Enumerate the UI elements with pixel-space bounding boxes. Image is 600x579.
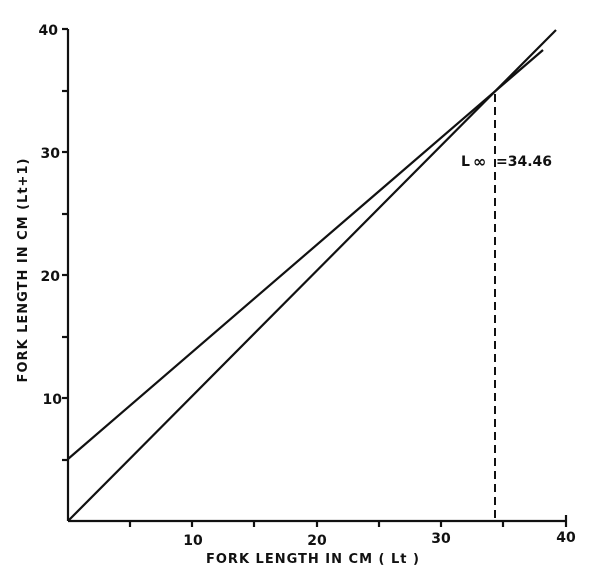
x-axis-title: FORK LENGTH IN CM ( Lt ): [206, 552, 420, 567]
diagonal-line: [67, 29, 557, 522]
x-tick-40: 40: [556, 530, 576, 546]
y-tick-20: 20: [41, 269, 61, 285]
y-tick-40: 40: [39, 23, 59, 39]
x-tick-20: 20: [307, 533, 327, 549]
axes: [62, 27, 568, 527]
y-tick-30: 30: [41, 146, 61, 162]
x-tick-10: 10: [183, 533, 203, 549]
y-tick-10: 10: [43, 392, 63, 408]
walford-regression-line: [67, 49, 544, 460]
y-axis-title: FORK LENGTH IN CM (Lt+1): [16, 158, 31, 383]
l-infinity-value: =34.46: [496, 154, 552, 170]
l-infinity-letter: L: [461, 154, 470, 170]
x-tick-30: 30: [431, 531, 451, 547]
infinity-symbol: ∞: [473, 152, 486, 171]
